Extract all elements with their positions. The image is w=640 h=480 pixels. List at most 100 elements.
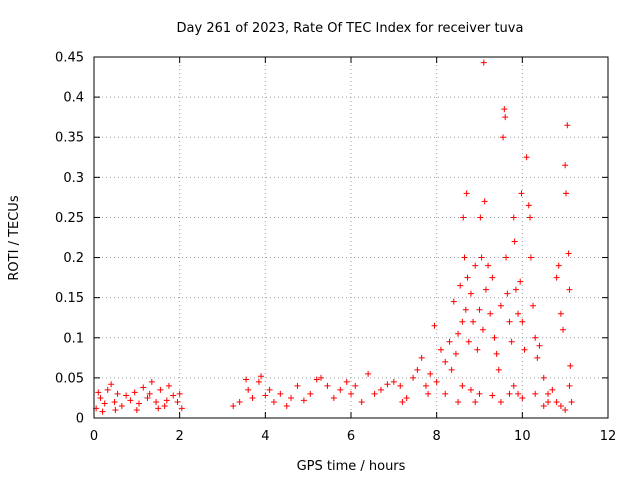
data-point [515,310,522,317]
data-point [479,326,486,333]
data-point [457,282,464,289]
data-point [358,398,365,405]
data-point [422,382,429,389]
data-point [495,366,502,373]
data-point [266,386,273,393]
data-point [481,198,488,205]
data-point [461,254,468,261]
data-point [503,254,510,261]
x-tick-label: 2 [176,429,184,444]
data-point [525,202,532,209]
data-point [540,374,547,381]
y-tick-label: 0.45 [55,51,84,66]
data-point [485,262,492,269]
data-point [442,358,449,365]
x-tick-label: 6 [347,429,355,444]
data-point [397,382,404,389]
x-tick-label: 8 [433,429,441,444]
data-point [112,406,119,413]
data-point [455,398,462,405]
data-point [148,378,155,385]
data-point [243,376,250,383]
data-point [460,214,467,221]
data-point [403,394,410,401]
data-point [127,397,134,404]
data-point [144,394,151,401]
data-point [497,398,504,405]
data-point [178,405,185,412]
data-point [489,392,496,399]
data-point [563,190,570,197]
data-point [258,373,265,380]
data-point [146,390,153,397]
data-point [566,382,573,389]
data-point [300,397,307,404]
data-point [270,398,277,405]
data-point [133,406,140,413]
data-point [506,318,513,325]
data-point [450,298,457,305]
data-point [562,162,569,169]
data-point [521,346,528,353]
data-point [506,390,513,397]
data-point [153,398,160,405]
data-point [455,330,462,337]
data-point [568,398,575,405]
data-point [414,366,421,373]
data-point [517,278,524,285]
data-point [410,374,417,381]
x-tick-label: 10 [514,429,531,444]
data-point [111,398,118,405]
data-point [566,286,573,293]
data-point [474,346,481,353]
data-point [545,398,552,405]
data-point [433,378,440,385]
data-point [487,310,494,317]
data-point [512,286,519,293]
data-point [104,386,111,393]
y-tick-label: 0.25 [55,211,84,226]
data-point [530,302,537,309]
data-point [230,402,237,409]
data-point [418,354,425,361]
data-point [108,381,115,388]
data-point [384,381,391,388]
axis-ticks [93,56,609,419]
x-tick-label: 0 [90,429,98,444]
data-point [482,286,489,293]
y-tick-labels: 0 0.05 0.1 0.15 0.2 0.25 0.3 0.35 0.4 0.45 [55,51,84,427]
data-point [161,402,168,409]
data-point [534,354,541,361]
data-point [348,390,354,397]
data-point [565,250,572,257]
y-tick-label: 0.2 [63,251,84,266]
data-point [489,274,496,281]
data-point [553,398,560,405]
data-point [491,334,498,341]
data-point [527,254,534,261]
data-point [371,390,378,397]
data-point [470,318,477,325]
data-point [318,374,325,381]
data-point [560,326,567,333]
y-tick-label: 0.15 [55,291,84,306]
data-point [123,392,130,399]
data-point [446,338,453,345]
data-point [170,392,177,399]
data-point [478,254,485,261]
data-point [165,382,172,389]
data-point [497,302,504,309]
data-point [307,390,314,397]
data-point [465,338,472,345]
data-point [330,394,337,401]
data-point [536,342,543,349]
data-point [504,290,511,297]
data-point [527,214,534,221]
data-point [472,262,479,269]
data-point [343,378,350,385]
y-tick-label: 0.05 [55,371,84,386]
data-point [549,386,556,393]
data-point [174,398,181,405]
x-axis-label: GPS time / hours [297,459,406,474]
